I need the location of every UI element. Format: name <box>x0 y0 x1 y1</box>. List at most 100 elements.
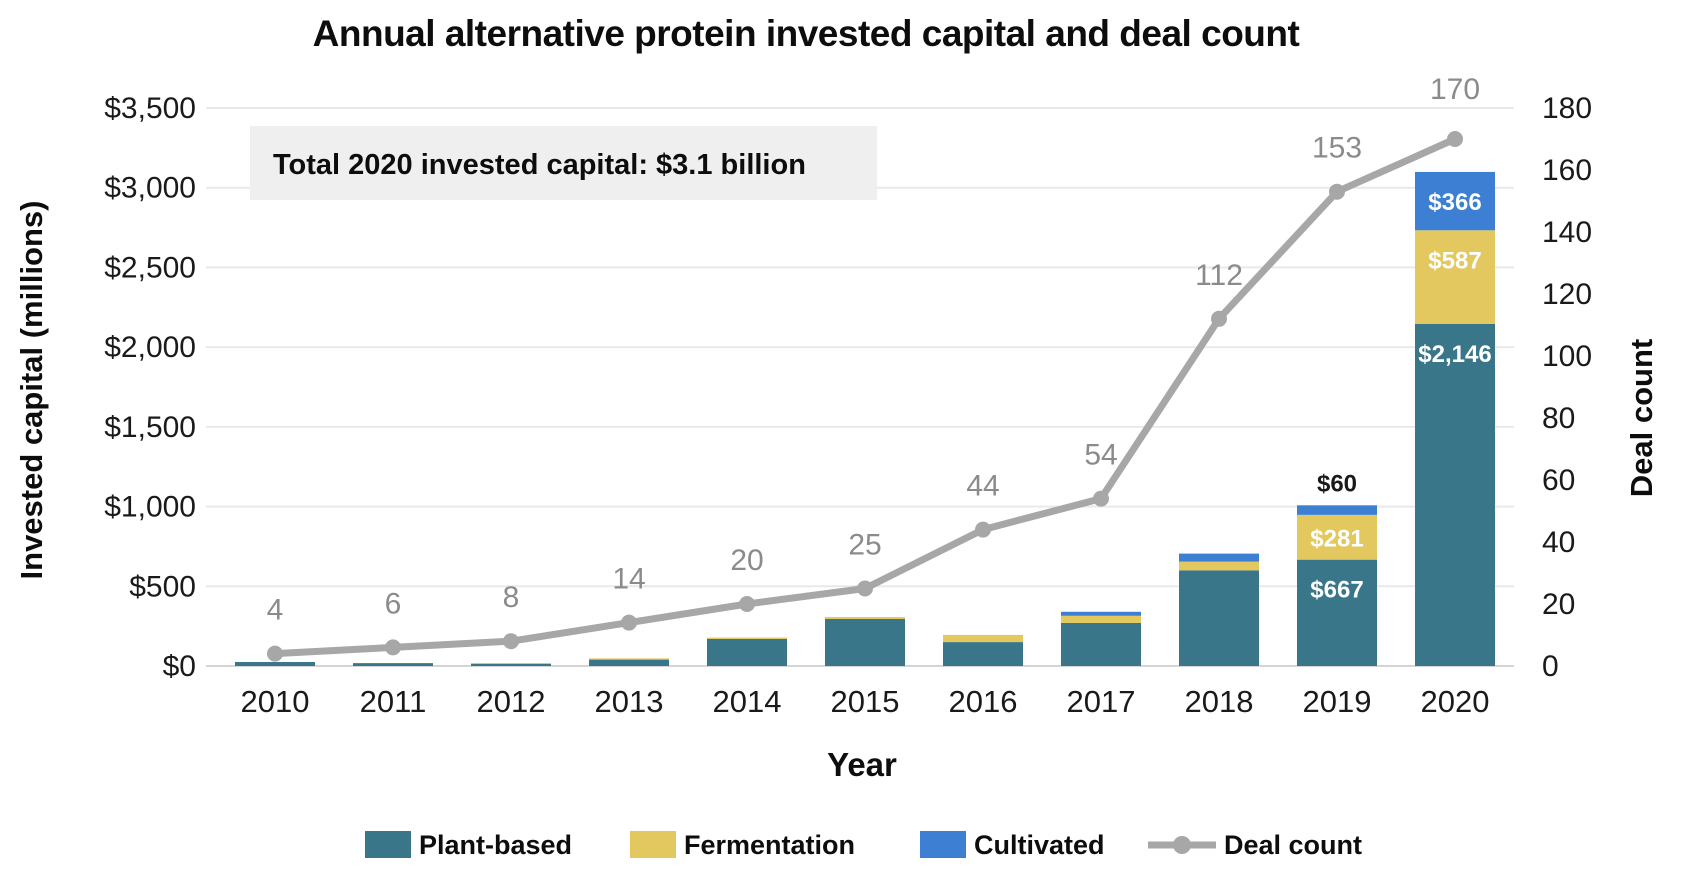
deal-marker-2012 <box>503 633 519 650</box>
year-label-2015: 2015 <box>831 684 900 719</box>
bar-segment-fermentation-2013 <box>589 658 669 660</box>
deal-count-line: 4 6 8 14 20 25 44 54 112 153 170 <box>267 73 1480 662</box>
year-label-2019: 2019 <box>1303 684 1372 719</box>
year-label-2014: 2014 <box>713 684 782 719</box>
left-axis-title: Invested capital (millions) <box>14 201 49 580</box>
right-tick-label: 40 <box>1542 526 1575 559</box>
legend: Plant-based Fermentation Cultivated Deal… <box>365 830 1362 860</box>
bar-segment-cultivated-2019 <box>1297 505 1377 515</box>
deal-marker-2014 <box>739 596 755 612</box>
deal-count-label-2018: 112 <box>1195 259 1243 292</box>
annotation-box: Total 2020 invested capital: $3.1 billio… <box>250 126 877 200</box>
deal-count-label-2012: 8 <box>503 581 520 614</box>
year-label-2011: 2011 <box>360 684 427 719</box>
deal-marker-2015 <box>857 580 873 597</box>
bar-segment-plant-based-2012 <box>471 663 551 666</box>
bar-segment-fermentation-2020 <box>1415 230 1495 324</box>
legend-label-deal-count: Deal count <box>1224 830 1362 860</box>
bar-segment-cultivated-2020 <box>1415 171 1495 231</box>
bar-value-labels: $667 $281 $60 $2,146 $587 $366 <box>1310 189 1491 604</box>
bar-segment-plant-based-2015 <box>825 618 905 666</box>
deal-count-label-2011: 6 <box>385 587 402 620</box>
x-axis-ticks: 2010 2011 2012 2013 2014 2015 2016 2017 2018 2019… <box>241 684 1490 719</box>
bar-segment-fermentation-2015 <box>825 617 905 619</box>
right-tick-label: 140 <box>1542 216 1592 249</box>
deal-count-label-2014: 20 <box>730 544 763 577</box>
year-label-2020: 2020 <box>1421 684 1490 719</box>
deal-count-label-2017: 54 <box>1084 439 1117 472</box>
deal-count-label-2016: 44 <box>966 470 999 503</box>
bar-segment-plant-based-2017 <box>1061 622 1141 666</box>
year-label-2018: 2018 <box>1185 684 1254 719</box>
deal-count-polyline <box>274 135 1457 658</box>
bar-segment-cultivated-2018 <box>1179 553 1259 562</box>
left-tick-label: $1,500 <box>104 411 196 444</box>
deal-count-label-2010: 4 <box>267 594 284 627</box>
annotation-text: Total 2020 invested capital: $3.1 billio… <box>273 149 806 181</box>
deal-count-label-2015: 25 <box>848 529 881 562</box>
legend-swatch-fermentation <box>630 831 676 858</box>
bar-value-label-2019: $60 <box>1317 470 1357 497</box>
bar-segment-plant-based-2018 <box>1179 570 1259 666</box>
right-tick-label: 0 <box>1542 650 1559 683</box>
bar-value-label-2019: $281 <box>1310 525 1363 552</box>
deal-marker-2019 <box>1329 183 1345 200</box>
bar-segment-fermentation-2017 <box>1061 615 1141 623</box>
bar-value-label-2020: $587 <box>1428 247 1481 274</box>
left-tick-label: $3,500 <box>104 92 196 125</box>
year-label-2012: 2012 <box>477 684 546 719</box>
deal-marker-2011 <box>385 639 401 656</box>
bar-value-label-2019: $667 <box>1310 577 1363 604</box>
bar-segment-cultivated-2017 <box>1061 611 1141 616</box>
bar-segment-plant-based-2013 <box>589 659 669 666</box>
right-tick-label: 80 <box>1542 402 1575 435</box>
deal-marker-2016 <box>975 521 991 538</box>
legend-label-cultivated: Cultivated <box>974 830 1105 860</box>
chart-title: Annual alternative protein invested capi… <box>313 13 1300 54</box>
stacked-bars <box>235 171 1495 666</box>
bar-segment-fermentation-2014 <box>707 637 787 639</box>
bar-segment-fermentation-2018 <box>1179 561 1259 571</box>
bar-segment-plant-based-2010 <box>235 662 315 666</box>
deal-marker-2010 <box>267 645 283 662</box>
deal-marker-2020 <box>1447 131 1463 147</box>
bar-segment-plant-based-2011 <box>353 663 433 666</box>
bar-value-label-2020: $366 <box>1428 189 1481 216</box>
left-tick-label: $1,000 <box>104 491 196 524</box>
right-tick-label: 180 <box>1542 92 1592 125</box>
bar-segment-plant-based-2014 <box>707 638 787 666</box>
annotation-background <box>250 126 877 200</box>
left-tick-label: $2,500 <box>104 251 196 284</box>
deal-marker-2013 <box>621 614 637 631</box>
year-label-2010: 2010 <box>241 684 310 719</box>
bar-segment-fermentation-2016 <box>943 634 1023 643</box>
year-label-2017: 2017 <box>1067 684 1136 719</box>
deal-count-label-2019: 153 <box>1312 132 1362 165</box>
bar-segment-fermentation-2019 <box>1297 514 1377 560</box>
deal-count-label-2013: 14 <box>612 563 645 596</box>
right-tick-label: 20 <box>1542 588 1575 621</box>
legend-label-plant-based: Plant-based <box>419 830 572 860</box>
right-tick-label: 60 <box>1542 464 1575 497</box>
bar-segment-plant-based-2019 <box>1297 559 1377 666</box>
bar-value-label-2020: $2,146 <box>1418 341 1491 368</box>
deal-count-label-2020: 170 <box>1430 73 1480 106</box>
right-tick-label: 160 <box>1542 154 1592 187</box>
bar-segment-plant-based-2016 <box>943 642 1023 666</box>
x-axis-title: Year <box>827 746 897 783</box>
right-axis-ticks: 0 20 40 60 80 100 120 140 160 180 <box>1542 92 1592 683</box>
deal-marker-2018 <box>1211 310 1227 327</box>
right-tick-label: 100 <box>1542 340 1592 373</box>
bar-segment-plant-based-2020 <box>1415 323 1495 666</box>
deal-marker-2017 <box>1093 490 1109 507</box>
legend-swatch-plant-based <box>365 831 411 858</box>
left-tick-label: $0 <box>163 650 196 683</box>
right-axis-title: Deal count <box>1624 339 1659 497</box>
left-tick-label: $500 <box>129 570 196 603</box>
left-tick-label: $3,000 <box>104 172 196 205</box>
legend-swatch-cultivated <box>920 831 966 858</box>
year-label-2016: 2016 <box>949 684 1018 719</box>
left-tick-label: $2,000 <box>104 331 196 364</box>
